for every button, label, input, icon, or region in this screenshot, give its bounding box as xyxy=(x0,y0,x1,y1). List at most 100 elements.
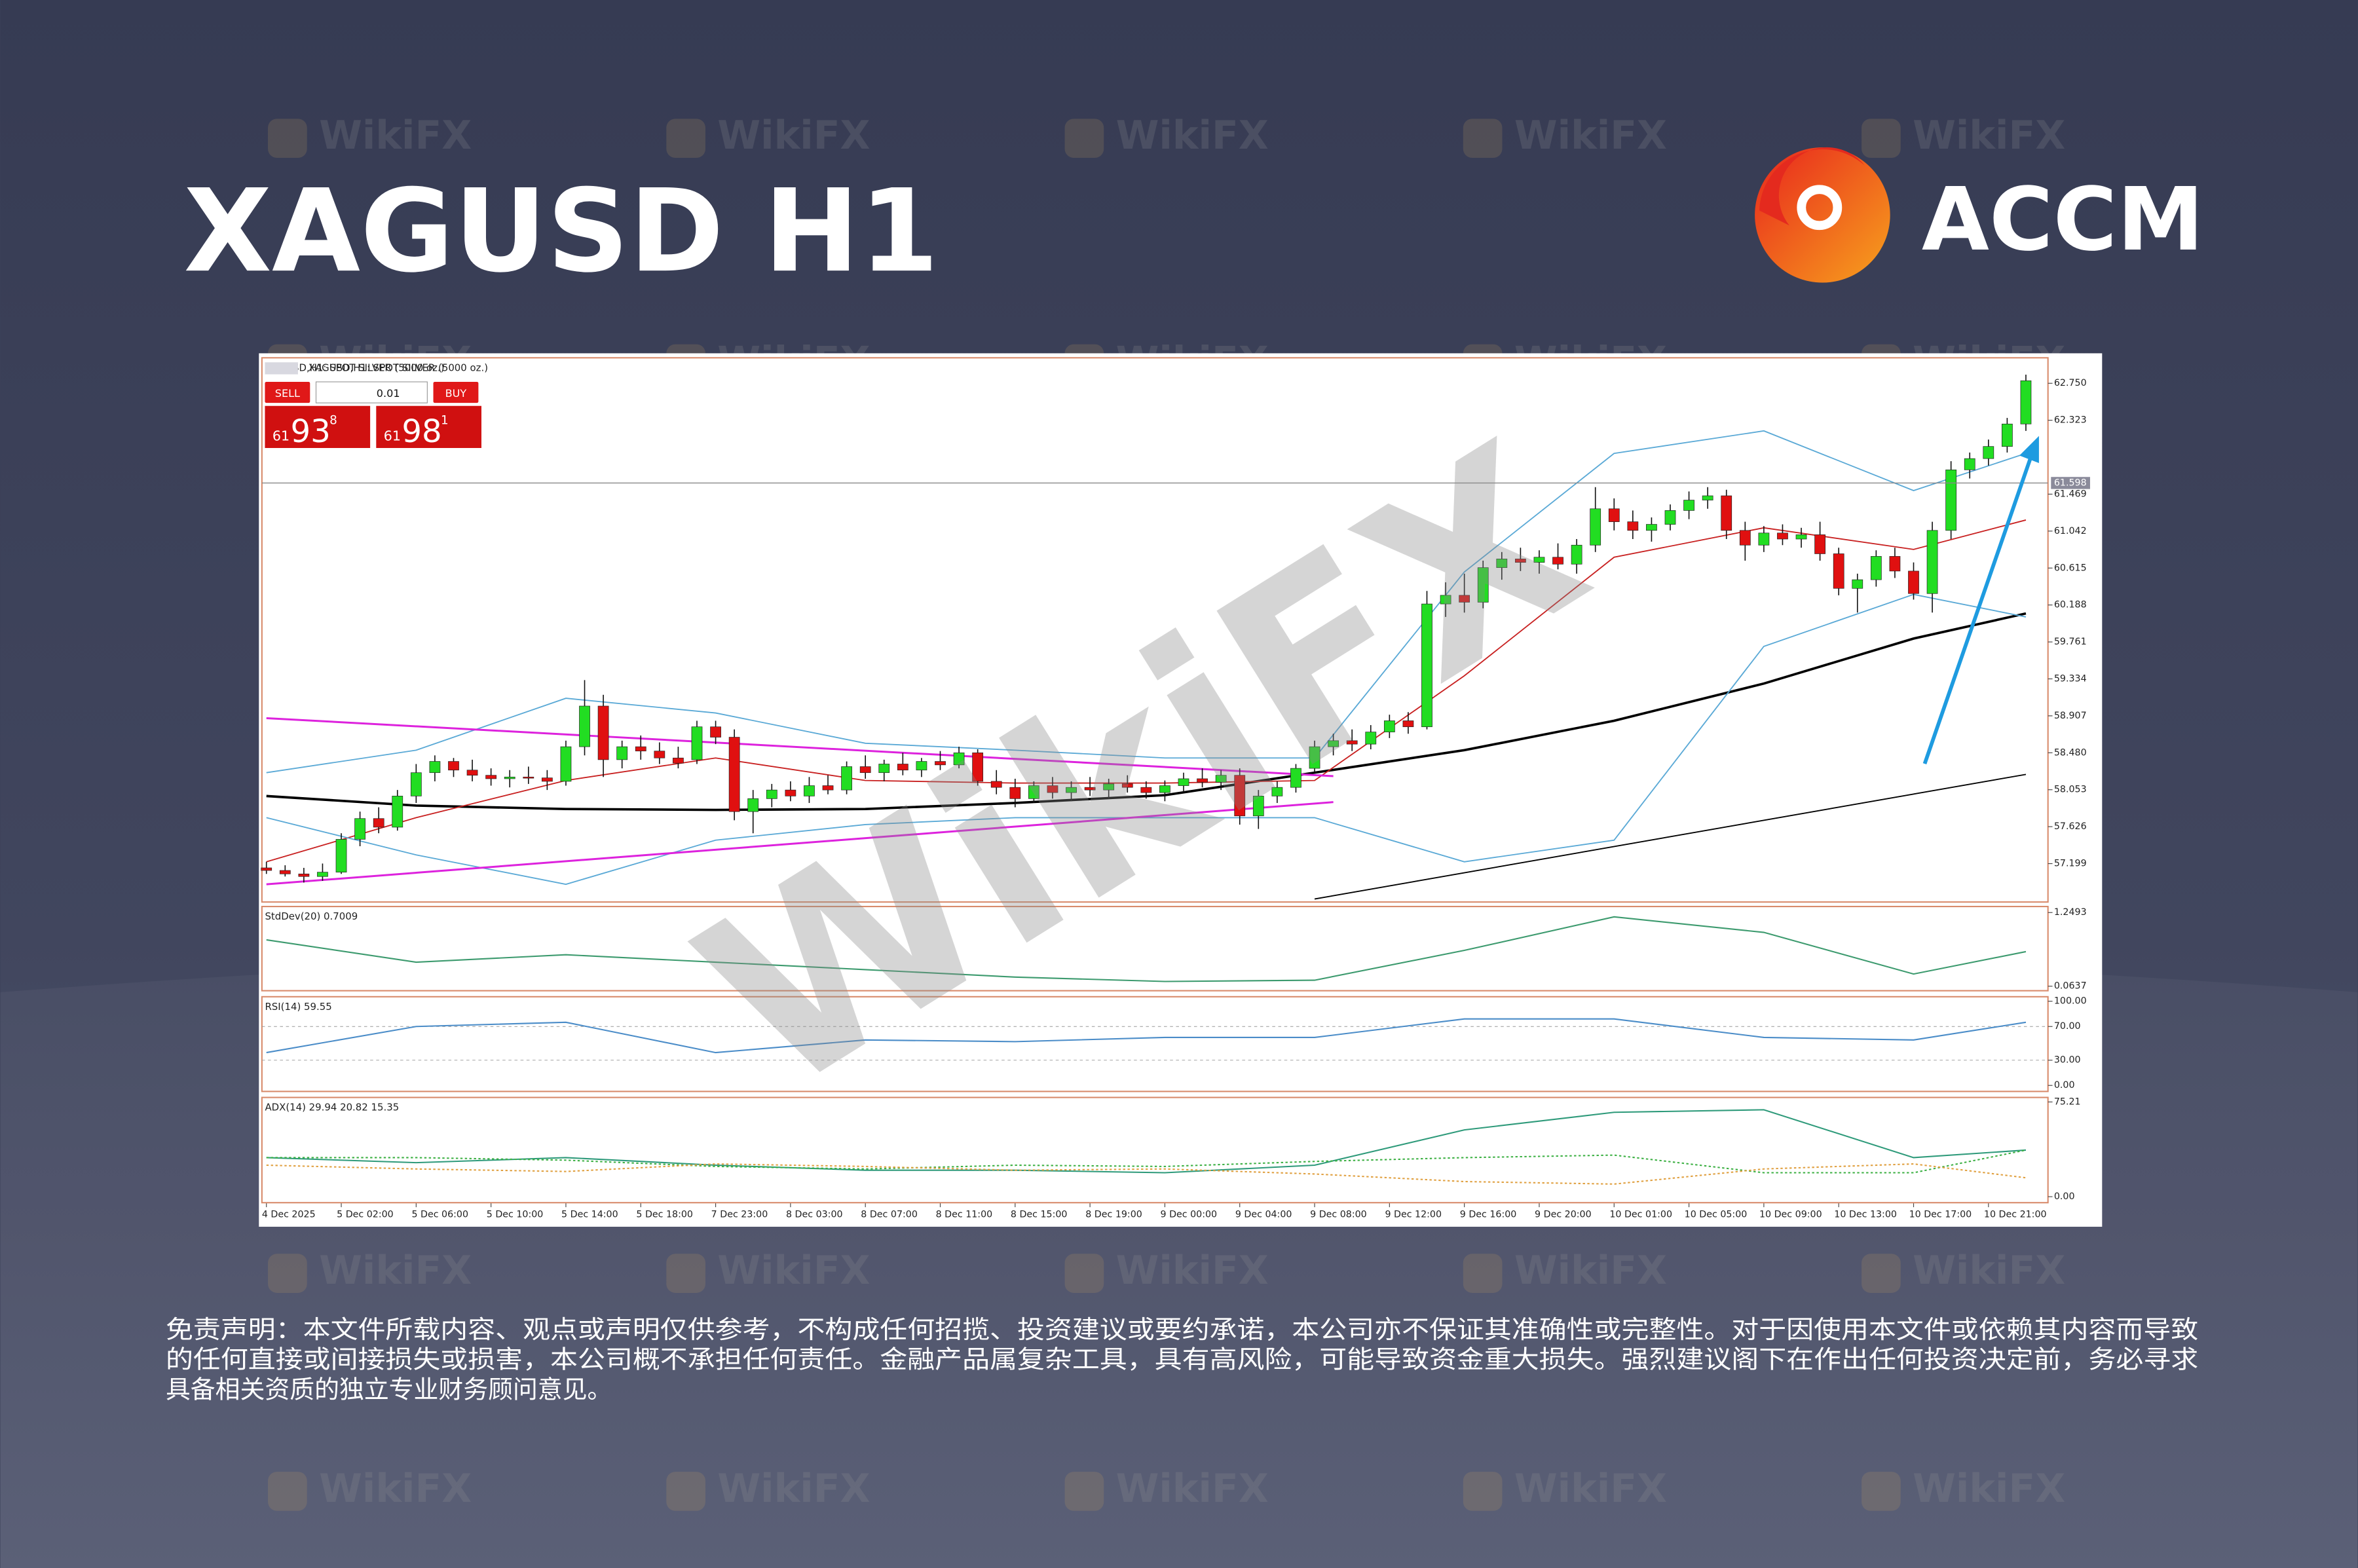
candle-body xyxy=(654,751,665,758)
candle-body xyxy=(542,777,553,782)
candle-body xyxy=(691,726,703,760)
watermark: WikiFX xyxy=(1116,1466,1269,1512)
watermark-icon xyxy=(268,1472,307,1511)
watermark-icon xyxy=(666,119,705,159)
candle-body xyxy=(710,726,721,737)
x-tick-label: 8 Dec 11:00 xyxy=(936,1210,993,1220)
candle-body xyxy=(1870,556,1882,580)
y-tick-label: 58.907 xyxy=(2054,711,2087,721)
x-tick-label: 10 Dec 17:00 xyxy=(1909,1210,1972,1220)
y-tick-label: 75.21 xyxy=(2054,1096,2081,1107)
ask-box[interactable] xyxy=(376,405,481,448)
x-tick-label: 4 Dec 2025 xyxy=(262,1210,316,1220)
candle-body xyxy=(523,776,534,779)
watermark-icon xyxy=(1463,1472,1503,1511)
candle-body xyxy=(1421,603,1432,728)
y-tick-label: 0.00 xyxy=(2054,1191,2075,1202)
watermark-icon xyxy=(1862,119,1901,159)
candle-body xyxy=(298,873,310,877)
x-tick-label: 9 Dec 20:00 xyxy=(1535,1210,1592,1220)
candle-body xyxy=(1365,732,1377,745)
lot-value: 0.01 xyxy=(377,387,400,400)
x-tick-label: 7 Dec 23:00 xyxy=(711,1210,768,1220)
panel-title: StdDev(20) 0.7009 xyxy=(265,910,358,922)
candle-body xyxy=(1795,534,1807,540)
candle-body xyxy=(1346,740,1358,745)
watermark: WikiFX xyxy=(1913,1248,2065,1294)
indicator-line xyxy=(266,717,1334,777)
candle-body xyxy=(635,746,646,752)
panel-frame xyxy=(261,996,2049,1092)
price-label-bg xyxy=(2051,477,2090,489)
x-tick-label: 10 Dec 13:00 xyxy=(1834,1210,1897,1220)
x-tick-label: 8 Dec 03:00 xyxy=(786,1210,843,1220)
bid-point: 8 xyxy=(329,413,337,427)
watermark: WikiFX xyxy=(1514,1466,1667,1512)
candle-body xyxy=(1983,446,1994,459)
chart: XAGUSD,H1: SPOT SILVER (5000 oz.) 62.750 6… xyxy=(261,357,2090,1220)
candle-body xyxy=(466,770,478,776)
candle-body xyxy=(1234,775,1246,817)
indicator-line xyxy=(266,1109,2027,1174)
indicator-line xyxy=(1314,774,2027,900)
x-tick-label: 9 Dec 16:00 xyxy=(1460,1210,1517,1220)
candle-body xyxy=(1590,508,1601,546)
y-tick-label: 60.188 xyxy=(2054,600,2087,610)
candle-body xyxy=(1252,796,1264,817)
watermark-icon xyxy=(666,1472,705,1511)
candle-body xyxy=(1889,556,1901,572)
candle-body xyxy=(410,772,422,796)
candle-body xyxy=(504,776,515,779)
watermark: WikiFX xyxy=(1514,1248,1667,1294)
candle-body xyxy=(1178,778,1189,786)
buy-button[interactable] xyxy=(433,382,479,403)
candle-body xyxy=(1664,510,1676,525)
candle-body xyxy=(1159,785,1170,793)
x-tick-label: 5 Dec 10:00 xyxy=(487,1210,544,1220)
indicator-line xyxy=(266,801,1334,886)
candle-body xyxy=(1571,544,1582,565)
x-tick-label: 10 Dec 01:00 xyxy=(1609,1210,1672,1220)
candle-body xyxy=(897,764,908,771)
title: XAGUSD H1 xyxy=(184,165,939,298)
indicator-line xyxy=(266,1163,2027,1185)
candle-body xyxy=(1926,530,1938,594)
candle-body xyxy=(1477,567,1489,603)
indicator-line xyxy=(266,916,2027,982)
candle-body xyxy=(1215,775,1227,783)
y-tick-label: 59.761 xyxy=(2054,637,2087,647)
candle-body xyxy=(1533,557,1545,563)
candle-body xyxy=(2020,380,2032,424)
candle-body xyxy=(1140,787,1152,793)
candle-body xyxy=(429,761,441,774)
arrow-head xyxy=(2019,436,2039,463)
logo: ACCM xyxy=(1755,147,2204,283)
x-tick-label: 9 Dec 12:00 xyxy=(1385,1210,1442,1220)
panel-title: RSI(14) 59.55 xyxy=(265,1001,331,1013)
candle-body xyxy=(448,761,459,771)
candle-body xyxy=(2002,423,2013,447)
candle-body xyxy=(1028,785,1039,799)
watermark-icon xyxy=(268,1254,307,1293)
candle-body xyxy=(766,789,777,799)
candle-body xyxy=(916,761,927,771)
watermark: WikiFX xyxy=(319,1248,472,1294)
candle-body xyxy=(1121,783,1133,788)
candle-body xyxy=(1945,469,1957,531)
bid-box[interactable] xyxy=(265,405,371,448)
candle-body xyxy=(261,867,272,871)
watermark: WikiFX xyxy=(1116,1248,1269,1294)
lot-field[interactable] xyxy=(315,381,428,403)
candle-body xyxy=(1552,557,1563,565)
watermark: WikiFX xyxy=(319,1466,472,1512)
sell-button[interactable] xyxy=(265,382,310,403)
candle-body xyxy=(878,764,890,774)
y-tick-label: 58.053 xyxy=(2054,785,2087,795)
watermark: WikiFX xyxy=(319,113,472,159)
candle-body xyxy=(859,766,871,774)
watermark-icon xyxy=(1064,1472,1104,1511)
panel-title: ADX(14) 29.94 20.82 15.35 xyxy=(265,1102,399,1113)
candle-body xyxy=(1103,783,1115,791)
logo-mark xyxy=(1755,147,1890,283)
